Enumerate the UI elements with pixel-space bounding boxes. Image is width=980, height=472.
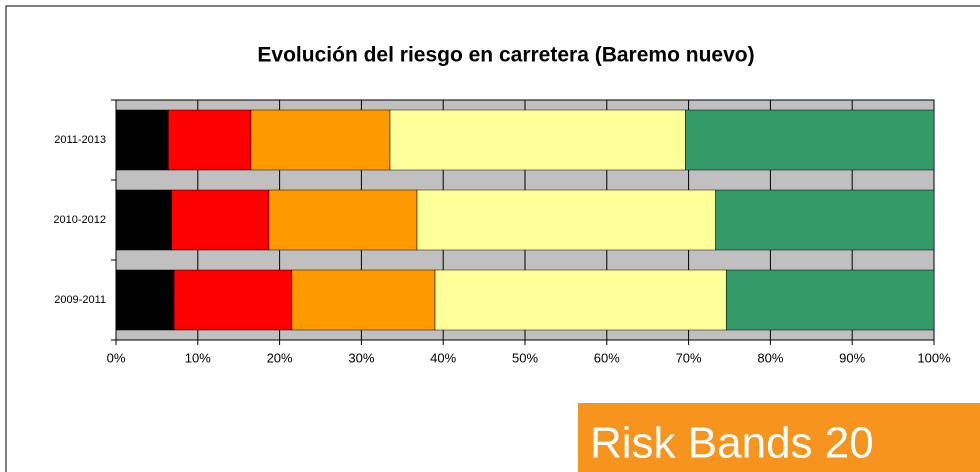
x-tick-label: 10%	[185, 350, 211, 365]
x-tick-label: 100%	[917, 350, 951, 365]
x-tick-label: 30%	[348, 350, 374, 365]
x-tick-label: 70%	[676, 350, 702, 365]
bar-segment	[250, 109, 391, 171]
bar-segment	[389, 109, 686, 171]
y-tick-label: 2009-2011	[54, 294, 106, 306]
x-tick-label: 80%	[757, 350, 783, 365]
x-tick-label: 0%	[107, 350, 126, 365]
bar-segment	[115, 189, 172, 251]
y-tick-label: 2011-2013	[54, 134, 106, 146]
x-tick-label: 60%	[594, 350, 620, 365]
bar-segment	[171, 189, 270, 251]
y-tick-label: 2010-2012	[53, 214, 106, 226]
chart-title: Evolución del riesgo en carretera (Barem…	[257, 44, 754, 67]
bar-segment	[685, 109, 935, 171]
bar-segment	[173, 269, 293, 331]
bar-segment	[416, 189, 716, 251]
bar-segment	[434, 269, 727, 331]
bar-segment	[268, 189, 418, 251]
x-tick-label: 50%	[512, 350, 538, 365]
bar-segment	[115, 109, 169, 171]
annotation-box	[578, 403, 980, 472]
bar-segment	[115, 269, 175, 331]
x-tick-label: 20%	[267, 350, 293, 365]
x-tick-label: 40%	[430, 350, 456, 365]
bar-segment	[291, 269, 436, 331]
bar-segment	[725, 269, 935, 331]
annotation: Risk Bands 20	[590, 419, 874, 468]
bar-segment	[168, 109, 252, 171]
bar-segment	[715, 189, 935, 251]
x-tick-label: 90%	[839, 350, 865, 365]
